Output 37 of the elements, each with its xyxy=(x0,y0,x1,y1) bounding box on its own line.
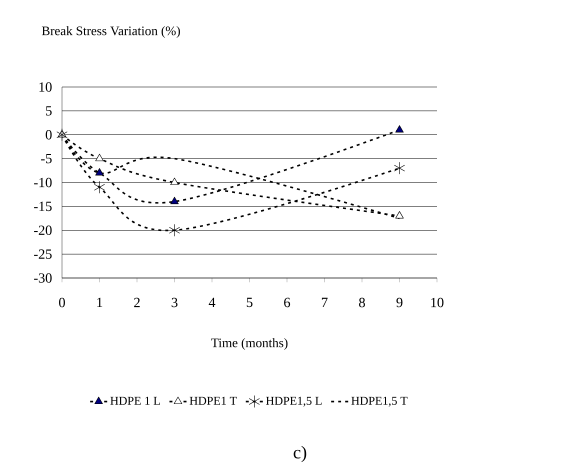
y-tick-label: 0 xyxy=(46,130,52,140)
legend-label: HDPE1,5 L xyxy=(266,396,322,407)
y-tick-label: 10 xyxy=(39,82,52,92)
y-tick-label: -25 xyxy=(34,249,52,259)
y-tick-label: -5 xyxy=(41,154,52,164)
x-tick-label: 6 xyxy=(284,298,290,308)
y-tick-label: 5 xyxy=(46,106,52,116)
y-tick-label: -20 xyxy=(34,226,52,235)
legend-label: HDPE 1 L xyxy=(110,396,160,405)
x-tick-label: 8 xyxy=(359,298,365,308)
x-tick-label: 3 xyxy=(172,298,178,308)
point xyxy=(95,168,104,176)
point xyxy=(56,128,68,142)
x-tick-label: 1 xyxy=(97,298,102,308)
y-tick-label: -30 xyxy=(34,273,52,283)
legend-label: HDPE1 T xyxy=(190,396,237,405)
x-tick-label: 7 xyxy=(322,298,328,307)
legend-label: HDPE1,5 T xyxy=(351,396,408,407)
point xyxy=(395,125,404,133)
y-tick-label: -10 xyxy=(34,178,52,188)
point xyxy=(395,211,404,218)
x-tick-label: 2 xyxy=(134,298,140,308)
text: c) xyxy=(294,446,306,462)
point xyxy=(94,180,105,194)
point xyxy=(169,224,180,237)
chart-title: Break Stress Variation (%) xyxy=(42,26,180,38)
point xyxy=(170,196,179,204)
x-tick-label: 9 xyxy=(396,298,402,308)
point xyxy=(95,154,104,162)
x-tick-label: 4 xyxy=(208,298,216,308)
x-tick-label: 10 xyxy=(431,298,444,308)
x-axis-title: Time (months) xyxy=(211,338,288,350)
x-tick-label: 0 xyxy=(59,298,65,308)
x-tick-label: 5 xyxy=(246,298,252,308)
point xyxy=(394,162,405,174)
point xyxy=(170,178,179,186)
y-tick-label: -15 xyxy=(34,202,52,212)
